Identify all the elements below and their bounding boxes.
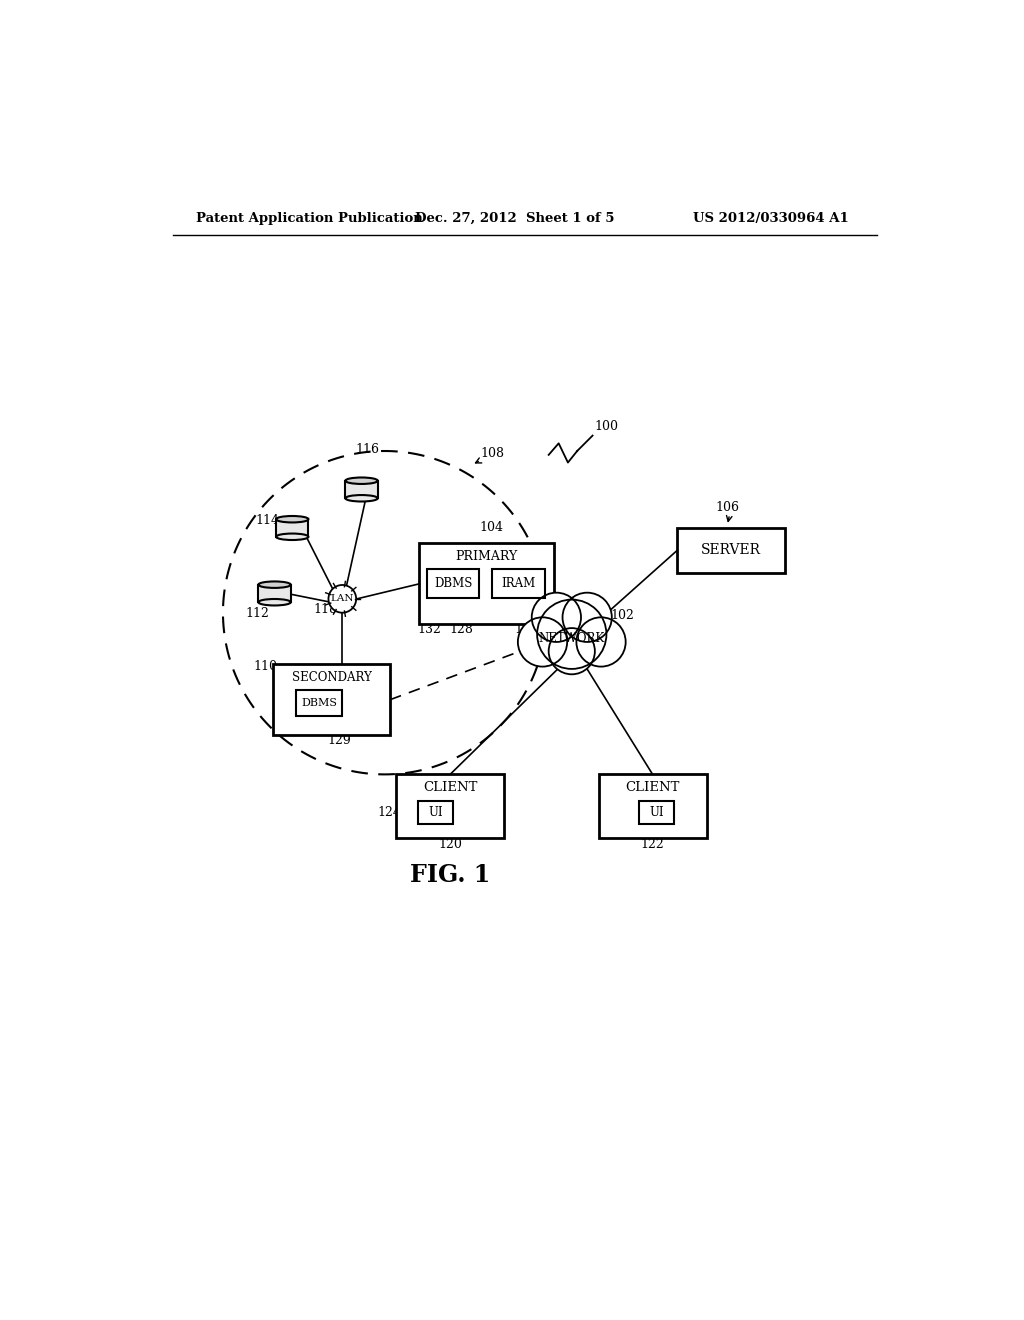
Text: 104: 104 bbox=[479, 521, 503, 535]
FancyBboxPatch shape bbox=[418, 800, 454, 824]
Text: NETWORK: NETWORK bbox=[539, 631, 605, 644]
Text: UI: UI bbox=[649, 805, 664, 818]
Text: FIG. 1: FIG. 1 bbox=[410, 862, 490, 887]
Text: UI: UI bbox=[428, 805, 442, 818]
FancyBboxPatch shape bbox=[345, 480, 378, 498]
Text: 130: 130 bbox=[515, 623, 539, 636]
Text: 106: 106 bbox=[716, 502, 739, 513]
Text: CLIENT: CLIENT bbox=[423, 781, 477, 795]
FancyBboxPatch shape bbox=[258, 585, 291, 602]
Text: 122: 122 bbox=[641, 838, 665, 850]
FancyBboxPatch shape bbox=[276, 519, 308, 537]
FancyBboxPatch shape bbox=[396, 775, 504, 837]
Text: 112: 112 bbox=[246, 607, 269, 619]
Circle shape bbox=[518, 618, 567, 667]
Text: US 2012/0330964 A1: US 2012/0330964 A1 bbox=[692, 213, 849, 224]
Ellipse shape bbox=[345, 495, 378, 502]
Text: Patent Application Publication: Patent Application Publication bbox=[196, 213, 423, 224]
Text: SERVER: SERVER bbox=[701, 544, 761, 557]
FancyBboxPatch shape bbox=[599, 775, 707, 837]
Text: Dec. 27, 2012  Sheet 1 of 5: Dec. 27, 2012 Sheet 1 of 5 bbox=[416, 213, 615, 224]
Text: 124: 124 bbox=[377, 805, 400, 818]
Ellipse shape bbox=[276, 516, 308, 523]
Circle shape bbox=[531, 593, 581, 642]
Ellipse shape bbox=[258, 581, 291, 587]
Text: 126: 126 bbox=[611, 805, 635, 818]
Ellipse shape bbox=[276, 533, 308, 540]
Text: 108: 108 bbox=[481, 447, 505, 461]
FancyBboxPatch shape bbox=[493, 569, 545, 598]
Ellipse shape bbox=[258, 599, 291, 606]
Text: SECONDARY: SECONDARY bbox=[292, 671, 372, 684]
Text: LAN: LAN bbox=[331, 594, 354, 603]
Text: DBMS: DBMS bbox=[434, 577, 472, 590]
Text: 102: 102 bbox=[610, 609, 634, 622]
Text: 110: 110 bbox=[254, 660, 278, 673]
Ellipse shape bbox=[345, 478, 378, 484]
Text: 100: 100 bbox=[595, 420, 618, 433]
FancyBboxPatch shape bbox=[273, 664, 390, 735]
Text: 129: 129 bbox=[328, 734, 351, 747]
Circle shape bbox=[549, 628, 595, 675]
Text: 132: 132 bbox=[418, 623, 441, 636]
Text: PRIMARY: PRIMARY bbox=[456, 550, 518, 564]
Circle shape bbox=[562, 593, 611, 642]
Circle shape bbox=[538, 599, 606, 669]
Text: 118: 118 bbox=[313, 603, 337, 615]
Circle shape bbox=[329, 585, 356, 612]
Text: 116: 116 bbox=[355, 442, 380, 455]
FancyBboxPatch shape bbox=[677, 528, 785, 573]
FancyBboxPatch shape bbox=[296, 690, 342, 715]
FancyBboxPatch shape bbox=[427, 569, 479, 598]
FancyBboxPatch shape bbox=[419, 544, 554, 624]
Text: 128: 128 bbox=[450, 623, 473, 636]
Text: DBMS: DBMS bbox=[301, 698, 337, 708]
Text: CLIENT: CLIENT bbox=[626, 781, 680, 795]
Text: 120: 120 bbox=[438, 838, 462, 850]
Text: 114: 114 bbox=[255, 515, 280, 527]
FancyBboxPatch shape bbox=[639, 800, 674, 824]
Text: IRAM: IRAM bbox=[502, 577, 536, 590]
Circle shape bbox=[577, 618, 626, 667]
